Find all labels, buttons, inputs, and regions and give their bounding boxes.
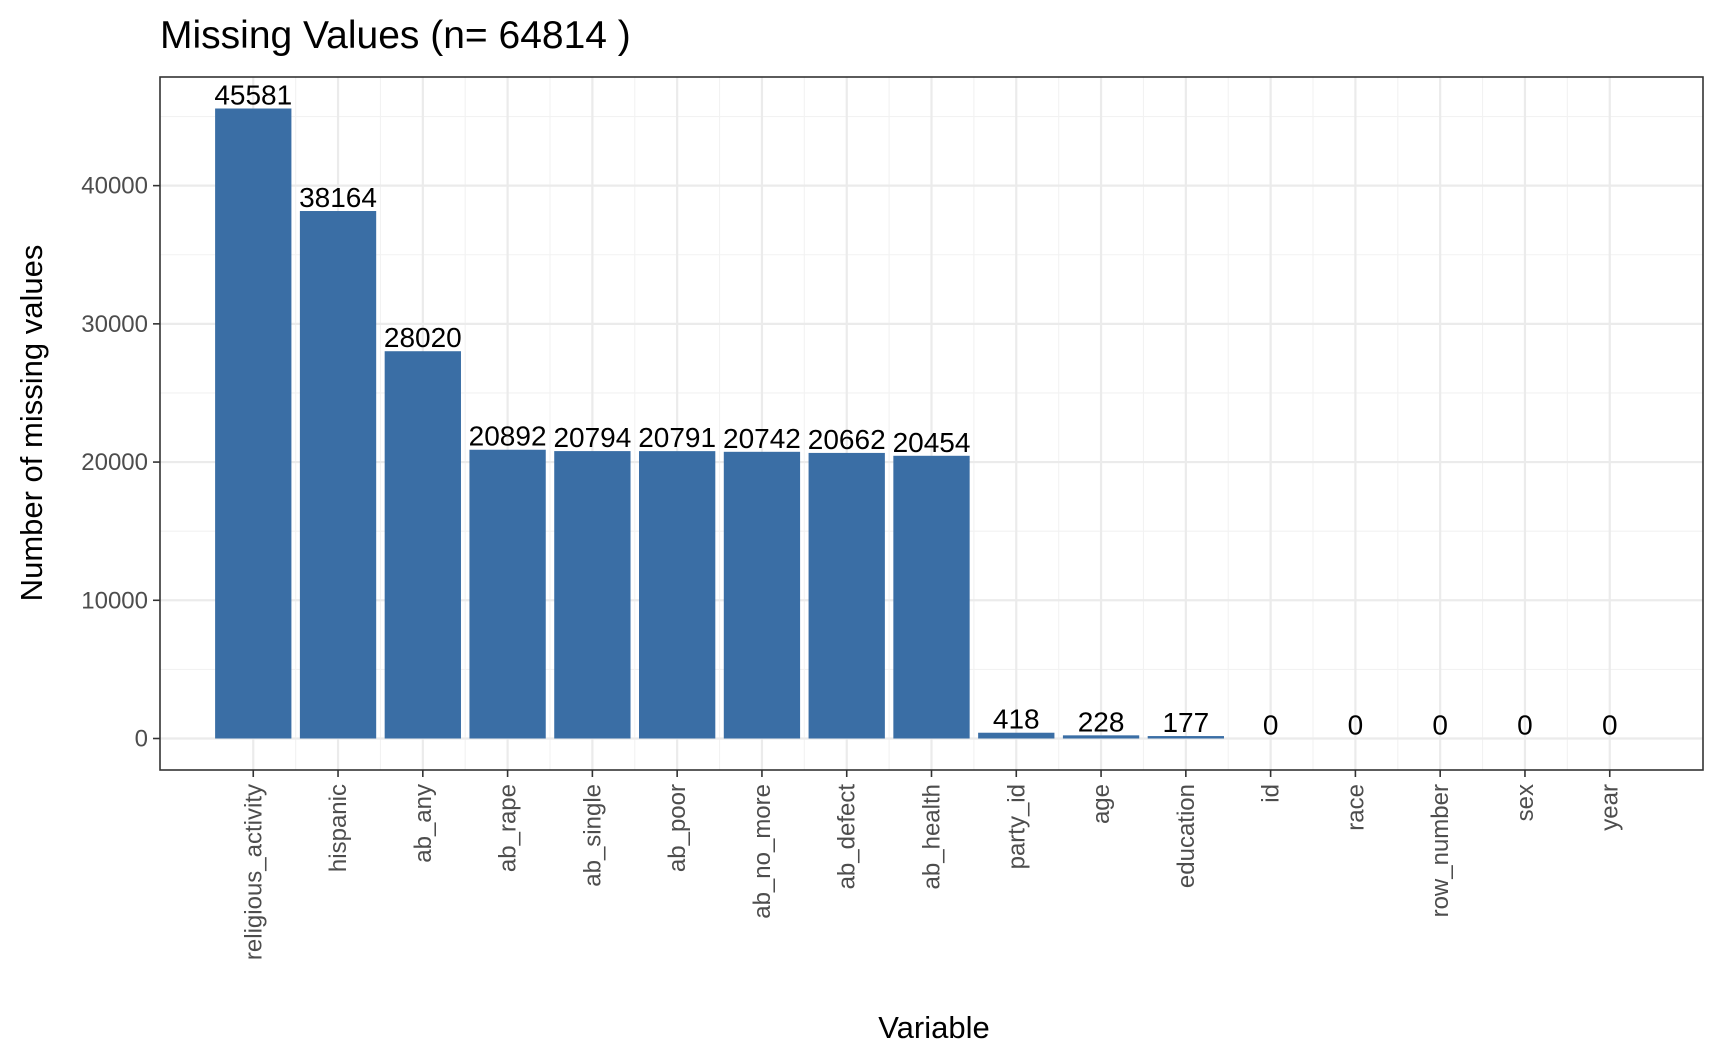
x-tick-label-id: id — [1258, 784, 1285, 803]
x-tick-label-sex: sex — [1512, 784, 1539, 821]
x-tick-label-year: year — [1597, 784, 1624, 831]
x-tick-label-party_id: party_id — [1003, 784, 1030, 869]
bar-party_id — [978, 732, 1055, 739]
data-label-party_id: 418 — [993, 704, 1040, 735]
x-tick-label-ab_no_more: ab_no_more — [749, 784, 776, 919]
chart-title: Missing Values (n= 64814 ) — [160, 14, 631, 57]
data-labels: 45581 38164 28020 20892 20794 20791 20742 20662… — [214, 79, 1617, 740]
y-tick-label: 20000 — [81, 449, 148, 476]
bar-education — [1147, 736, 1224, 739]
y-axis-title: Number of missing values — [14, 245, 49, 602]
x-tick-label-race: race — [1342, 784, 1369, 831]
bars — [215, 108, 1648, 739]
bar-ab_rape — [469, 449, 546, 739]
y-tick-label: 30000 — [81, 311, 148, 338]
data-label-ab_no_more: 20742 — [723, 423, 801, 454]
bar-ab_single — [554, 451, 631, 739]
data-label-id: 0 — [1263, 710, 1279, 741]
x-tick-label-religious_activity: religious_activity — [240, 784, 267, 960]
y-tick-label: 10000 — [81, 587, 148, 614]
x-tick-label-ab_defect: ab_defect — [834, 784, 861, 890]
data-label-age: 228 — [1078, 706, 1125, 737]
data-label-sex: 0 — [1517, 710, 1533, 741]
bar-ab_any — [384, 351, 461, 739]
data-label-ab_defect: 20662 — [808, 424, 886, 455]
bar-religious_activity — [215, 108, 292, 739]
data-label-ab_single: 20794 — [553, 422, 631, 453]
bar-hispanic — [299, 211, 377, 739]
y-axis-ticks: 0 10000 20000 30000 40000 — [81, 173, 160, 753]
data-label-ab_poor: 20791 — [638, 422, 716, 453]
y-tick-label: 40000 — [81, 173, 148, 200]
x-tick-label-ab_any: ab_any — [410, 784, 437, 863]
data-label-education: 177 — [1162, 707, 1209, 738]
x-tick-label-hispanic: hispanic — [325, 784, 352, 872]
bar-ab_no_more — [723, 451, 801, 739]
data-label-race: 0 — [1348, 710, 1364, 741]
x-axis-title: Variable — [878, 1010, 989, 1045]
bar-ab_defect — [808, 452, 885, 739]
data-label-ab_health: 20454 — [893, 427, 971, 458]
x-tick-label-ab_rape: ab_rape — [495, 784, 522, 872]
x-tick-label-age: age — [1088, 784, 1115, 824]
x-tick-label-ab_health: ab_health — [919, 784, 946, 889]
y-tick-label: 0 — [135, 726, 148, 753]
bar-ab_poor — [639, 451, 716, 739]
data-label-religious_activity: 45581 — [214, 79, 292, 110]
data-label-ab_rape: 20892 — [469, 421, 547, 452]
x-tick-label-ab_poor: ab_poor — [664, 784, 691, 872]
data-label-row_number: 0 — [1432, 710, 1448, 741]
x-axis-ticks: religious_activity hispanic ab_any ab_rape a… — [240, 770, 1624, 960]
bar-ab_health — [893, 455, 970, 739]
data-label-ab_any: 28020 — [384, 322, 462, 353]
x-tick-label-education: education — [1173, 784, 1200, 888]
x-tick-label-row_number: row_number — [1427, 784, 1454, 917]
x-tick-label-ab_single: ab_single — [579, 784, 606, 887]
data-label-year: 0 — [1602, 710, 1618, 741]
data-label-hispanic: 38164 — [299, 182, 377, 213]
bar-age — [1062, 735, 1140, 739]
